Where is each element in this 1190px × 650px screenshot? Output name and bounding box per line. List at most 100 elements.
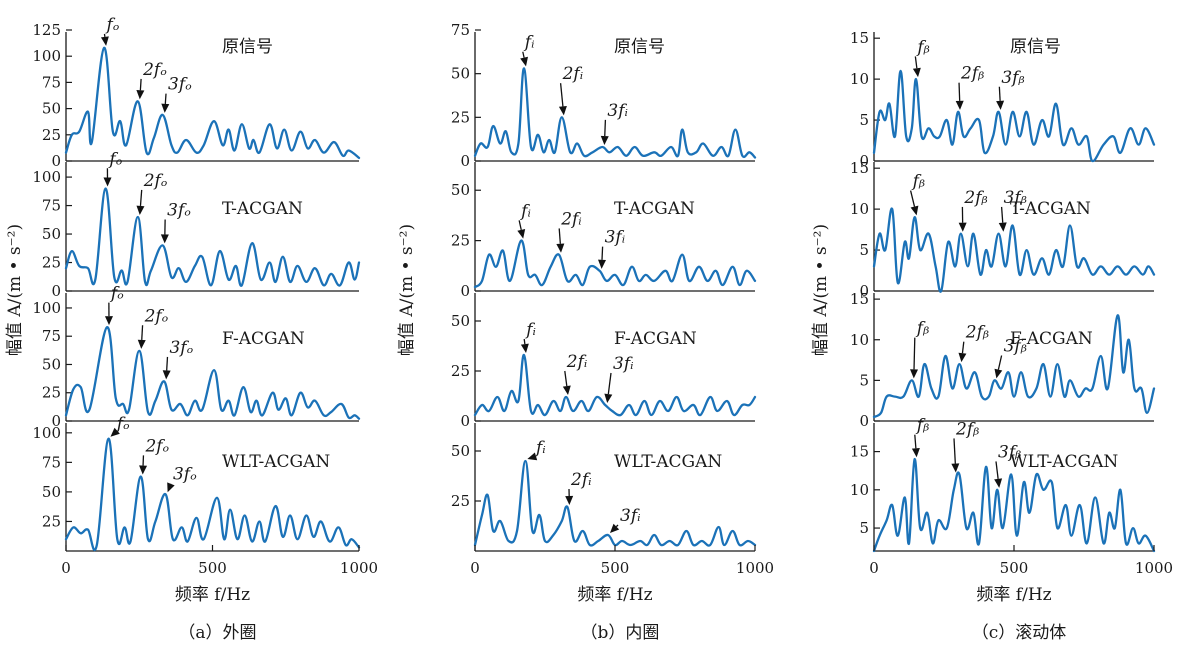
y-tick-label: 0	[460, 152, 470, 170]
peak-annotation: 2fᵢ	[556, 209, 582, 253]
peak-annotation: 2fₒ	[136, 60, 167, 100]
annotation-arrowhead	[556, 243, 565, 253]
peak-annotation: 2fₒ	[136, 171, 168, 215]
annotation-label: fᵦ	[915, 319, 929, 339]
annotation-label: 3fᵢ	[605, 228, 626, 248]
y-tick-label: 10	[850, 70, 869, 88]
annotation-arrow	[141, 325, 144, 340]
y-tick-label: 15	[850, 159, 869, 177]
annotation-arrowhead	[600, 135, 609, 146]
annotation-arrowhead	[998, 222, 1007, 232]
spectrum-line	[872, 314, 1156, 419]
annotation-label: 3fₒ	[169, 338, 193, 358]
peak-annotation: 2fᵦ	[958, 188, 988, 232]
annotation-arrowhead	[160, 234, 169, 244]
x-tick-label: 1000	[340, 559, 378, 577]
spectrum-line	[473, 459, 757, 547]
peak-annotation: 2fᵦ	[955, 64, 984, 110]
panel-2-2: 0 25 50 T-ACGAN fᵢ 2fᵢ 3fᵢ	[451, 162, 757, 300]
x-tick-label: 0	[869, 559, 879, 577]
peak-annotation: 2fᵢ	[562, 352, 587, 395]
annotation-arrowhead	[136, 90, 145, 100]
annotation-label: 3fₒ	[167, 201, 191, 221]
annotation-label: 2fᵢ	[562, 64, 584, 84]
annotation-arrowhead	[103, 177, 112, 187]
y-tick-label: 25	[42, 384, 61, 402]
chart-1: 0255075100125原信号fₒ2fₒ3fₒ0255075100T-ACGA…	[5, 15, 378, 643]
annotation-arrowhead	[610, 523, 620, 533]
x-tick-label: 500	[1000, 559, 1029, 577]
annotation-arrowhead	[520, 343, 529, 353]
peak-annotation: 3fᵦ	[994, 442, 1021, 488]
peak-annotation: fₒ	[103, 149, 123, 187]
y-tick-label: 5	[859, 519, 869, 537]
y-tick-label: 50	[42, 355, 61, 373]
peak-annotation: 3fᵦ	[996, 68, 1025, 110]
annotation-arrowhead	[955, 100, 964, 110]
annotation-label: 2fᵦ	[955, 419, 979, 439]
annotation-arrow	[961, 341, 965, 354]
annotation-arrow	[164, 93, 167, 104]
annotation-label: 3fᵦ	[1004, 337, 1027, 357]
y-tick-label: 100	[32, 47, 61, 65]
peak-annotation: 3fᵦ	[994, 337, 1027, 379]
y-tick-label: 0	[460, 282, 470, 300]
spectrum-line	[64, 326, 361, 420]
panel-title: T-ACGAN	[614, 199, 695, 219]
annotation-label: 3fᵦ	[998, 442, 1021, 462]
y-tick-label: 25	[451, 232, 470, 250]
subfigure-caption: （a）外圈	[178, 623, 256, 643]
annotation-label: 2fᵦ	[965, 323, 989, 343]
annotation-arrowhead	[911, 447, 920, 458]
x-axis-label: 频率 f/Hz	[577, 585, 652, 605]
peak-annotation: fₒ	[100, 15, 120, 46]
y-tick-label: 100	[32, 299, 61, 317]
annotation-label: fᵢ	[534, 438, 546, 458]
x-tick-label: 0	[61, 559, 71, 577]
y-tick-label: 0	[51, 152, 61, 170]
peak-annotation: 3fₒ	[161, 75, 192, 113]
annotation-arrowhead	[951, 463, 960, 473]
peak-annotation: 3fₒ	[162, 338, 194, 380]
annotation-arrowhead	[958, 222, 967, 232]
annotation-label: 3fₒ	[173, 465, 197, 485]
x-tick-label: 1000	[1135, 559, 1173, 577]
y-tick-label: 25	[451, 492, 470, 510]
y-tick-label: 100	[32, 424, 61, 442]
spectrum-line	[64, 46, 361, 160]
annotation-label: 2fₒ	[142, 60, 167, 80]
peak-annotation: 2fₒ	[139, 436, 170, 475]
annotation-arrowhead	[517, 228, 526, 239]
peak-annotation: fₒ	[104, 284, 124, 326]
annotation-arrowhead	[167, 482, 175, 493]
annotation-label: 3fᵢ	[613, 354, 634, 374]
annotation-arrowhead	[100, 36, 109, 46]
annotation-arrow	[997, 355, 1003, 370]
peak-annotation: fᵦ	[911, 416, 929, 458]
annotation-label: fᵦ	[911, 172, 925, 192]
peak-annotation: fᵢ	[517, 201, 531, 239]
x-tick-label: 1000	[736, 559, 774, 577]
annotation-arrowhead	[136, 205, 145, 215]
y-tick-label: 75	[42, 197, 61, 215]
annotation-arrow	[166, 356, 169, 371]
annotation-arrowhead	[104, 316, 113, 326]
annotation-arrow	[607, 372, 612, 395]
peak-annotation: 2fᵦ	[958, 323, 989, 363]
annotation-label: 2fₒ	[144, 436, 169, 456]
x-tick-label: 500	[601, 559, 630, 577]
peak-annotation: fᵢ	[520, 33, 535, 67]
annotation-arrow	[523, 338, 526, 345]
annotation-arrowhead	[110, 427, 120, 437]
y-tick-label: 50	[451, 312, 470, 330]
y-tick-label: 50	[42, 100, 61, 118]
annotation-arrowhead	[162, 370, 171, 380]
annotation-arrow	[998, 86, 1001, 101]
spectrum-line	[473, 353, 757, 417]
annotation-arrow	[564, 370, 568, 387]
panel-title: 原信号	[222, 37, 273, 57]
annotation-arrow	[558, 228, 561, 244]
